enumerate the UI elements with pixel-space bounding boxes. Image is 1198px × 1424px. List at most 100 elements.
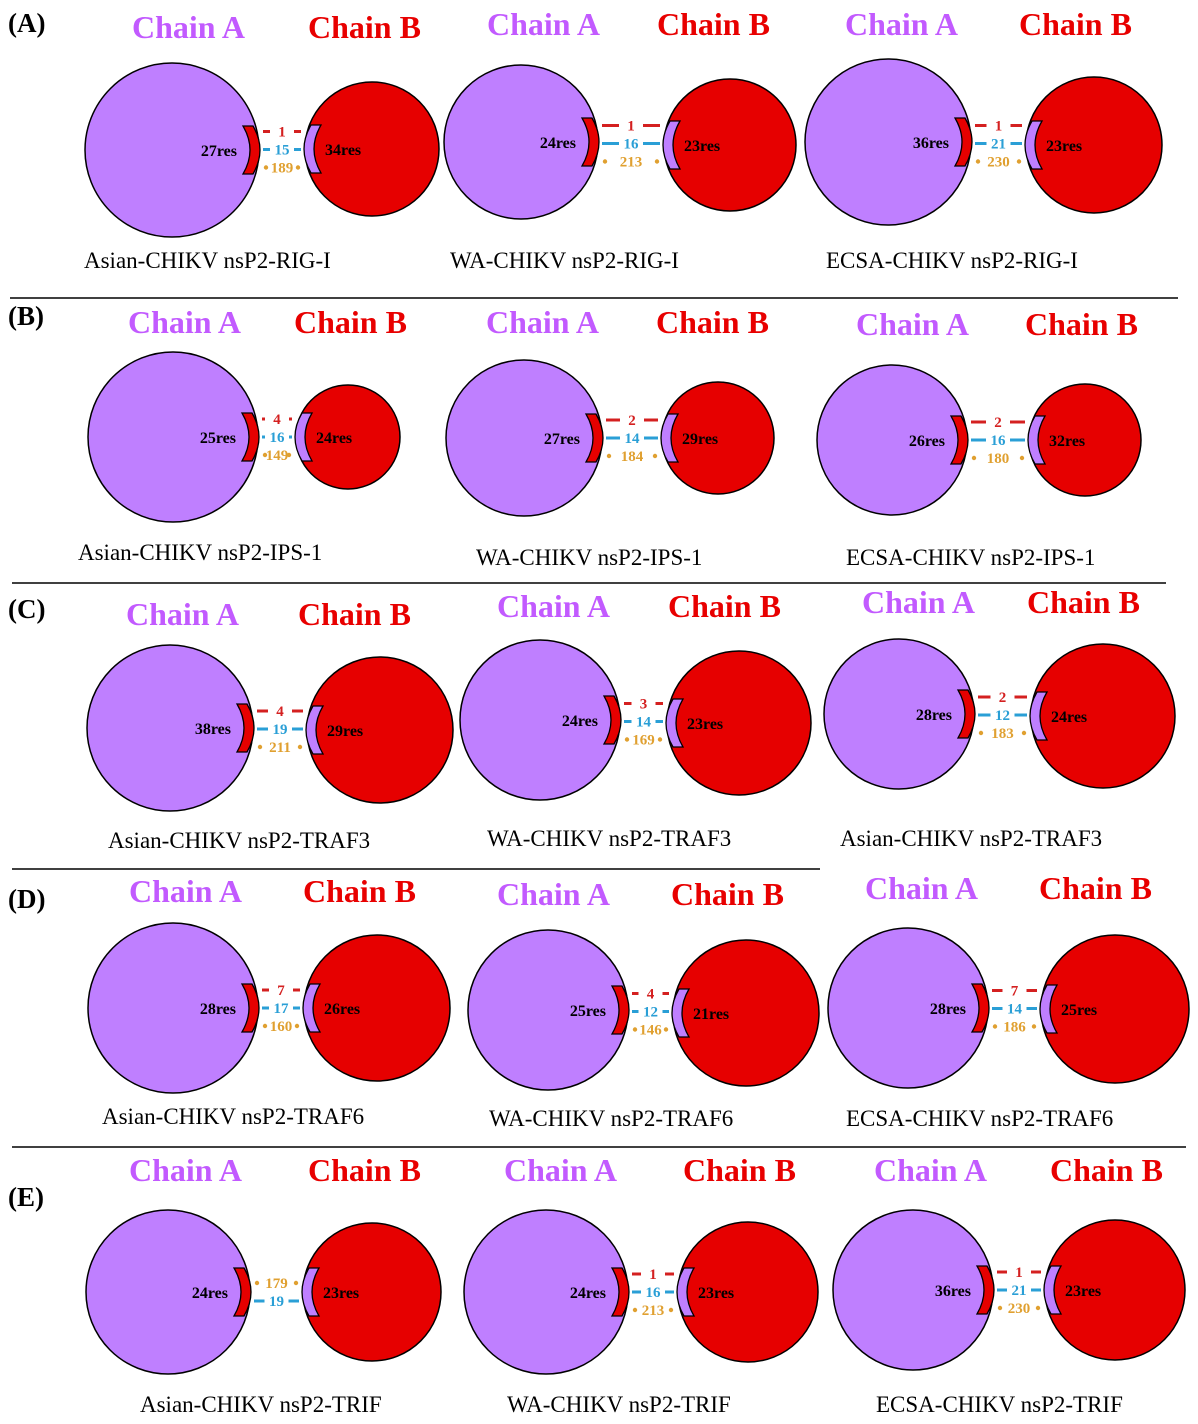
chain-a-label: Chain A [856, 306, 969, 342]
chain-b-residue-count: 24res [316, 430, 352, 447]
chain-b-interface-patch [305, 705, 325, 755]
chain-a-label: Chain A [487, 6, 600, 42]
panel-label: (D) [8, 884, 45, 914]
salt-bridge-count: 7 [277, 983, 285, 999]
chain-a-label: Chain A [862, 584, 975, 620]
chain-a-interface-patch [240, 412, 260, 462]
chain-b-label: Chain B [1039, 870, 1152, 906]
chain-a-interface-patch [580, 117, 600, 167]
chain-a-residue-count: 28res [916, 707, 952, 724]
chain-b-label: Chain B [1027, 584, 1140, 620]
chain-b-interface-patch [303, 124, 323, 174]
chain-a-residue-count: 24res [540, 135, 576, 152]
panel-e: (E) Chain A Chain B 24res 23res 179 19 Asian-CH… [8, 1152, 1186, 1417]
complex-caption: Asian-CHIKV nsP2-TRAF6 [102, 1104, 364, 1129]
chain-a-interface-patch [584, 413, 604, 463]
chain-a-label: Chain A [504, 1152, 617, 1188]
chain-b-interface-patch [1024, 120, 1044, 170]
contact-line-end [295, 165, 301, 170]
complex-caption: WA-CHIKV nsP2-TRAF6 [489, 1106, 733, 1131]
chain-a-residue-count: 27res [201, 143, 237, 160]
salt-bridge-count: 1 [995, 119, 1003, 135]
chain-b-label: Chain B [298, 596, 411, 632]
salt-bridge-count: 4 [273, 412, 281, 428]
hbond-count: 12 [995, 708, 1010, 724]
chain-b-label: Chain B [294, 304, 407, 340]
contact-line-end [975, 159, 981, 164]
contact-count: 146 [639, 1023, 662, 1039]
complex-caption: WA-CHIKV nsP2-TRIF [507, 1392, 731, 1417]
contact-count: 230 [987, 155, 1010, 171]
complex-caption: ECSA-CHIKV nsP2-RIG-I [826, 248, 1078, 273]
chain-b-interface-patch [671, 988, 691, 1038]
salt-bridge-count: 1 [627, 119, 635, 135]
complex-diagram: Chain A Chain B 36res 23res 1 21 230 ECSA-CHIKV… [804, 6, 1163, 273]
chain-a-label: Chain A [497, 876, 610, 912]
chain-a-label: Chain A [128, 304, 241, 340]
hbond-count: 14 [1007, 1002, 1023, 1018]
contact-count: 160 [270, 1019, 293, 1035]
contact-line-end [1019, 455, 1025, 461]
hbond-count: 14 [636, 715, 652, 731]
chain-b-label: Chain B [656, 304, 769, 340]
panel-b: (B) Chain A Chain B 25res 24res 4 16 149 Asian-C… [8, 301, 1142, 570]
chain-a-residue-count: 25res [200, 430, 236, 447]
panel-label: (E) [8, 1182, 44, 1212]
salt-bridge-count: 1 [1015, 1265, 1023, 1281]
chain-b-residue-count: 23res [698, 1285, 734, 1302]
chain-b-residue-count: 23res [323, 1285, 359, 1302]
contact-line-end [1031, 1024, 1037, 1029]
contact-line-end [1035, 1305, 1041, 1311]
complex-caption: WA-CHIKV nsP2-RIG-I [450, 248, 679, 273]
chain-b-residue-count: 29res [682, 431, 718, 448]
chain-b-residue-count: 21res [693, 1006, 729, 1023]
chain-a-residue-count: 26res [909, 433, 945, 450]
chain-b-label: Chain B [668, 588, 781, 624]
hbond-count: 16 [270, 430, 286, 446]
hbond-count: 17 [274, 1001, 290, 1017]
contact-line-end [1021, 730, 1027, 736]
chain-b-label: Chain B [1025, 306, 1138, 342]
chain-b-label: Chain B [683, 1152, 796, 1188]
hbond-count: 19 [273, 722, 288, 738]
chain-b-residue-count: 26res [324, 1001, 360, 1018]
chain-b-residue-count: 23res [687, 716, 723, 733]
complex-diagram: Chain A Chain B 36res 23res 1 21 230 ECSA-CHIKV… [832, 1152, 1186, 1417]
chain-b-residue-count: 32res [1049, 433, 1085, 450]
chain-b-interface-patch [1027, 415, 1047, 465]
complex-diagram: Chain A Chain B 24res 23res 1 16 213 WA-CHIKV n… [463, 1152, 819, 1417]
contact-line-end [1016, 159, 1022, 164]
chain-b-label: Chain B [671, 876, 784, 912]
chain-b-residue-count: 29res [327, 723, 363, 740]
chain-a-residue-count: 24res [192, 1285, 228, 1302]
chain-a-label: Chain A [126, 596, 239, 632]
hbond-count: 21 [1012, 1283, 1027, 1299]
complex-caption: WA-CHIKV nsP2-TRAF3 [487, 826, 731, 851]
complex-caption: ECSA-CHIKV nsP2-TRAF6 [846, 1106, 1113, 1131]
chain-b-interface-patch [662, 120, 682, 170]
chain-a-residue-count: 25res [570, 1003, 606, 1020]
hbond-count: 16 [991, 433, 1007, 449]
chain-b-interface-patch [665, 698, 685, 748]
chain-a-label: Chain A [874, 1152, 987, 1188]
contact-line-end [971, 455, 977, 461]
contact-line-end [262, 452, 268, 458]
hbond-count: 14 [625, 431, 641, 447]
panel-a: (A) Chain A Chain B 27res 34res 1 15 189 Asian-C… [8, 6, 1163, 273]
chain-b-interface-patch [1043, 1265, 1063, 1315]
salt-bridge-count: 7 [1011, 984, 1019, 1000]
complex-caption: WA-CHIKV nsP2-IPS-1 [476, 545, 702, 570]
contact-count: 149 [266, 448, 289, 464]
salt-bridge-count: 1 [649, 1267, 657, 1283]
chain-b-residue-count: 25res [1061, 1002, 1097, 1019]
complex-caption: Asian-CHIKV nsP2-TRAF3 [108, 828, 370, 853]
chain-a-residue-count: 38res [195, 721, 231, 738]
contact-line-end [297, 744, 303, 750]
chain-b-interface-patch [676, 1267, 696, 1317]
chain-a-label: Chain A [845, 6, 958, 42]
complex-diagram: Chain A Chain B 25res 21res 4 12 146 WA-CHIKV n… [467, 876, 820, 1131]
hbond-count: 12 [643, 1005, 658, 1021]
chain-b-residue-count: 34res [325, 142, 361, 159]
salt-bridge-count: 3 [640, 697, 648, 713]
